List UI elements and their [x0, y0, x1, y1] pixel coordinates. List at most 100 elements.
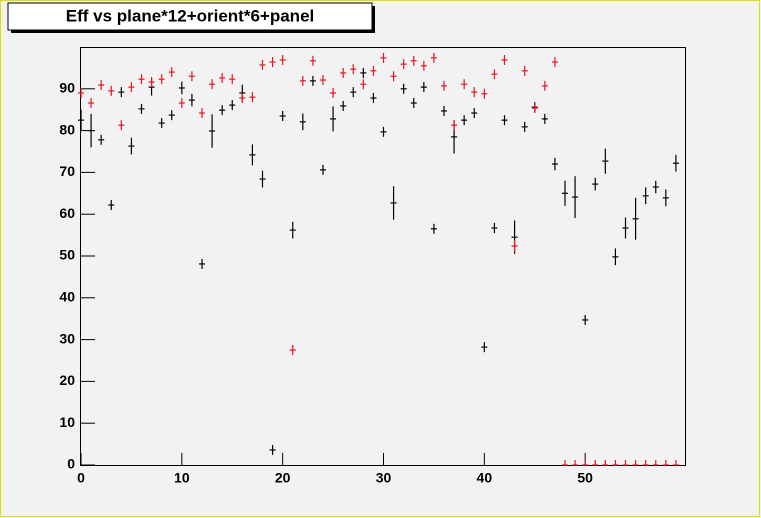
- point: [642, 460, 649, 466]
- point: [178, 98, 185, 109]
- point: [299, 75, 306, 86]
- point: [370, 92, 377, 104]
- y-tick-label: 60: [59, 205, 75, 221]
- point: [602, 460, 609, 466]
- point: [108, 199, 115, 211]
- point: [158, 118, 165, 129]
- point: [340, 100, 347, 111]
- point: [440, 80, 448, 91]
- point: [541, 80, 548, 91]
- point: [249, 92, 256, 103]
- point: [572, 176, 579, 218]
- point: [259, 170, 266, 188]
- point: [380, 126, 387, 137]
- point: [420, 82, 427, 93]
- point: [652, 180, 659, 194]
- point: [592, 460, 599, 466]
- point: [138, 74, 145, 85]
- point: [88, 98, 95, 109]
- y-tick-label: 20: [59, 372, 75, 388]
- point: [461, 115, 468, 126]
- point: [612, 248, 619, 266]
- point: [471, 87, 478, 98]
- point: [77, 87, 85, 98]
- point: [672, 460, 679, 466]
- point: [128, 82, 135, 93]
- point: [259, 59, 266, 70]
- point: [229, 100, 236, 111]
- point: [360, 79, 367, 90]
- point: [188, 93, 195, 107]
- point: [279, 54, 286, 65]
- point: [299, 113, 306, 131]
- y-tick-label: 50: [59, 247, 75, 263]
- y-tick-label: 30: [59, 330, 75, 346]
- point: [451, 120, 458, 131]
- point: [501, 54, 508, 65]
- point: [582, 460, 589, 466]
- chart-title: Eff vs plane*12+orient*6+panel: [66, 6, 315, 25]
- point: [592, 177, 599, 191]
- y-tick-label: 40: [59, 289, 75, 305]
- point: [602, 148, 609, 174]
- point: [118, 87, 125, 98]
- point: [440, 105, 448, 116]
- point: [188, 71, 195, 82]
- point: [209, 114, 216, 148]
- point: [622, 217, 629, 239]
- point: [330, 87, 337, 98]
- point: [209, 79, 216, 90]
- point: [461, 79, 468, 90]
- point: [98, 80, 105, 91]
- point: [158, 74, 165, 85]
- point: [612, 460, 619, 466]
- x-tick-label: 20: [275, 470, 291, 486]
- point: [491, 222, 498, 234]
- point: [561, 180, 569, 206]
- point: [390, 186, 397, 220]
- point: [531, 103, 538, 114]
- point: [239, 92, 246, 103]
- point: [330, 106, 337, 132]
- point: [632, 197, 639, 240]
- point: [410, 97, 417, 109]
- point: [400, 59, 407, 70]
- point: [198, 108, 206, 119]
- x-tick-label: 10: [174, 470, 190, 486]
- point: [168, 67, 175, 78]
- point: [400, 83, 407, 94]
- y-tick-label: 90: [59, 80, 75, 96]
- point: [511, 239, 518, 253]
- y-tick-label: 10: [59, 414, 75, 430]
- point: [128, 137, 135, 155]
- point: [138, 103, 145, 114]
- point: [289, 221, 296, 239]
- point: [481, 342, 488, 353]
- point: [350, 87, 357, 98]
- point: [148, 77, 155, 88]
- point: [561, 460, 569, 466]
- point: [410, 55, 417, 66]
- y-tick-label: 70: [59, 163, 75, 179]
- point: [672, 154, 679, 172]
- point: [350, 64, 357, 75]
- point: [652, 460, 659, 466]
- point: [662, 460, 669, 466]
- point: [420, 60, 427, 71]
- point: [178, 81, 185, 95]
- point: [551, 57, 558, 68]
- point: [77, 109, 85, 131]
- point: [491, 69, 498, 80]
- point: [390, 71, 397, 82]
- point: [98, 134, 105, 145]
- plot-frame: [80, 47, 686, 466]
- x-tick-label: 30: [376, 470, 392, 486]
- point: [572, 460, 579, 466]
- point: [319, 75, 327, 86]
- point: [380, 52, 387, 63]
- title-box: [7, 2, 373, 31]
- point: [279, 110, 286, 121]
- point: [430, 223, 437, 234]
